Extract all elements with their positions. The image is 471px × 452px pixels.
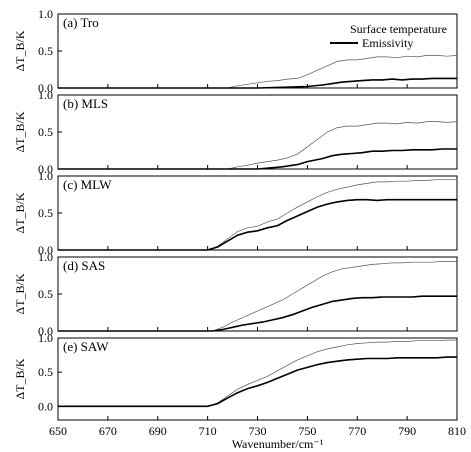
series-surface-temperature [58,179,457,251]
y-axis-title: ΔT_B/K [13,358,27,399]
y-tick-label: 0.0 [38,243,53,257]
x-tick-label: 710 [199,424,217,438]
x-axis: 650 670 690 710 730 750 770 790 810 [49,424,466,438]
panel-label: (d) SAS [63,258,105,273]
y-tick-label: 0.5 [38,365,53,379]
series-emissivity [58,295,457,332]
y-tick-label: 0.0 [38,399,53,413]
legend: Surface temperature Emissivity [330,22,447,50]
panel-frame [57,337,458,421]
panel-4: 0.0 0.5 1.0 (e) SAW ΔT_B/K [13,331,458,421]
y-tick-label: 1.0 [38,169,53,183]
y-tick-label: 0.5 [38,206,53,220]
series-surface-temperature [58,339,457,407]
panel-2: 0.0 0.5 1.0 (c) MLW ΔT_B/K [13,169,458,257]
panel-frame [57,94,458,170]
panel-frame [57,175,458,251]
panel-label: (e) SAW [63,339,109,354]
y-tick-label: 0.5 [38,287,53,301]
series-surface-temperature [58,261,457,332]
x-tick-label: 790 [398,424,416,438]
series-emissivity [58,77,457,89]
y-tick-label: 0.0 [38,162,53,176]
panel-frame [57,256,458,332]
x-tick-label: 650 [49,424,67,438]
panel-label: (a) Tro [63,15,99,30]
y-tick-label: 1.0 [38,7,53,21]
series-emissivity [58,198,457,251]
panel-1: 0.0 0.5 1.0 (b) MLS ΔT_B/K [13,88,458,176]
series-surface-temperature [58,121,458,170]
panel-label: (b) MLS [63,96,108,111]
legend-label-surface-temperature: Surface temperature [350,22,447,36]
y-tick-label: 0.5 [38,125,53,139]
series-surface-temperature [58,55,458,89]
series-emissivity [58,356,457,408]
x-tick-label: 670 [99,424,117,438]
panels-group: 0.0 0.5 1.0 (a) Tro ΔT_B/K 0.0 0.5 1.0 (b) MLS ΔT… [13,7,458,421]
y-tick-label: 1.0 [38,331,53,345]
y-tick-label: 0.5 [38,44,53,58]
panel-label: (c) MLW [63,177,112,192]
y-tick-label: 0.0 [38,324,53,338]
x-tick-label: 730 [249,424,267,438]
x-tick-label: 770 [348,424,366,438]
y-tick-label: 1.0 [38,250,53,264]
x-tick-label: 810 [448,424,466,438]
legend-label-emissivity: Emissivity [362,36,413,50]
x-tick-label: 690 [149,424,167,438]
y-tick-label: 1.0 [38,88,53,102]
series-emissivity [58,148,457,170]
y-axis-title: ΔT_B/K [13,30,27,71]
panel-3: 0.0 0.5 1.0 (d) SAS ΔT_B/K [13,250,458,338]
x-tick-label: 750 [298,424,316,438]
y-axis-title: ΔT_B/K [13,192,27,233]
x-axis-title: Wavenumber/cm⁻¹ [232,437,324,451]
y-axis-title: ΔT_B/K [13,273,27,314]
y-tick-label: 0.0 [38,81,53,95]
panel-0: 0.0 0.5 1.0 (a) Tro ΔT_B/K [13,7,458,95]
y-axis-title: ΔT_B/K [13,111,27,152]
